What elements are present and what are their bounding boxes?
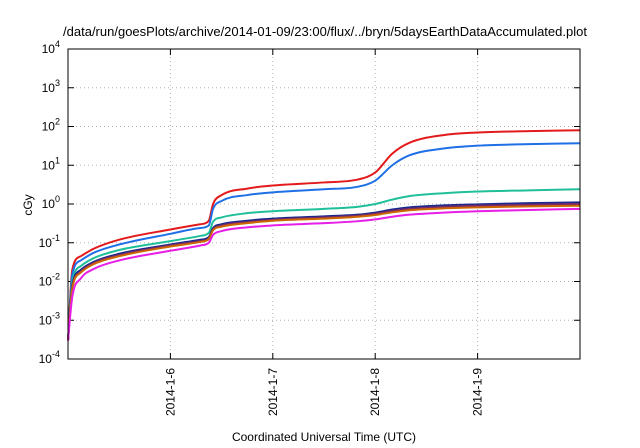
y-tick-base: 10 (42, 197, 56, 211)
y-tick-label: 103 (42, 78, 60, 95)
series-line (67, 188, 581, 341)
y-tick-label: 10-2 (39, 272, 60, 289)
x-tick-label: 2014-1-7 (266, 368, 280, 416)
y-tick-exponent: 4 (55, 39, 60, 49)
series-line (67, 129, 581, 341)
y-tick-base: 10 (42, 158, 56, 172)
y-tick-exponent: -3 (52, 310, 60, 320)
y-tick-label: 10-4 (39, 349, 60, 366)
y-tick-label: 101 (42, 155, 60, 172)
y-tick-base: 10 (39, 236, 53, 250)
y-tick-exponent: 2 (55, 117, 60, 127)
y-tick-label: 10-1 (39, 233, 60, 250)
y-tick-exponent: 3 (55, 78, 60, 88)
series-line (67, 203, 581, 341)
y-tick-exponent: 0 (55, 194, 60, 204)
series-line (67, 142, 581, 341)
y-tick-base: 10 (39, 313, 53, 327)
y-tick-base: 10 (39, 352, 53, 366)
x-axis-ticks: 2014-1-6 2014-1-7 2014-1-8 2014-1-9 (163, 49, 485, 416)
y-tick-exponent: -1 (52, 233, 60, 243)
y-tick-exponent: 1 (55, 155, 60, 165)
y-axis-label: cGy (21, 194, 35, 215)
y-tick-label: 100 (42, 194, 60, 211)
y-tick-base: 10 (42, 42, 56, 56)
series-line (67, 204, 581, 341)
y-tick-base: 10 (42, 120, 56, 134)
y-tick-label: 10-3 (39, 310, 60, 327)
x-tick-label: 2014-1-6 (163, 368, 177, 416)
x-tick-label: 2014-1-9 (471, 368, 485, 416)
x-tick-label: 2014-1-8 (368, 368, 382, 416)
series-line (67, 207, 581, 341)
y-tick-exponent: -2 (52, 272, 60, 282)
series-group (67, 129, 581, 341)
plot-frame (67, 48, 581, 360)
y-tick-label: 104 (42, 39, 60, 56)
chart-title: /data/run/goesPlots/archive/2014-01-09/2… (63, 24, 587, 39)
y-tick-base: 10 (39, 275, 53, 289)
series-line (67, 201, 581, 341)
y-tick-exponent: -4 (52, 349, 60, 359)
grid (68, 49, 580, 359)
y-tick-base: 10 (42, 81, 56, 95)
y-tick-label: 102 (42, 117, 60, 134)
x-axis-label: Coordinated Universal Time (UTC) (232, 430, 416, 444)
